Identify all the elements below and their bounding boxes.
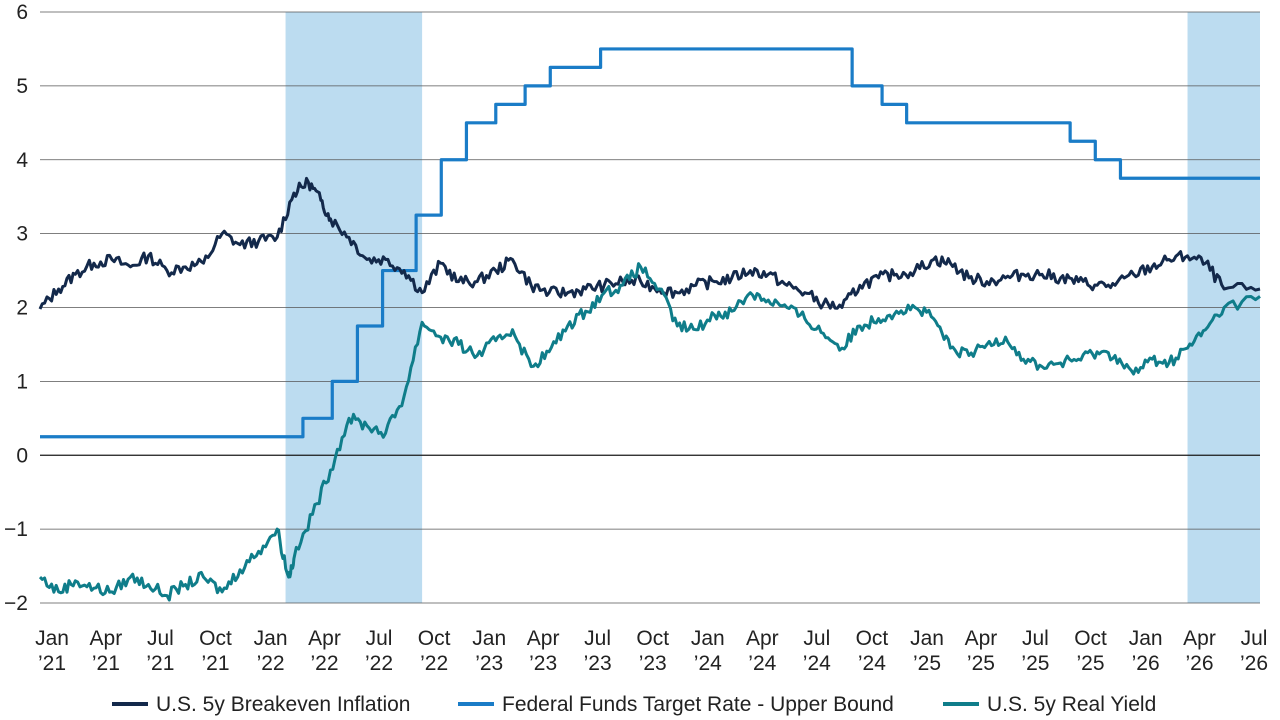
x-tick-label-year: ’22: [257, 652, 285, 675]
x-tick-label-month: Jul: [147, 627, 174, 650]
x-tick-label-year: ’26: [1132, 652, 1160, 675]
y-tick-label: 2: [16, 297, 28, 320]
x-axis-ticks: Jan’21Apr’21Jul’21Oct’21Jan’22Apr’22Jul’…: [35, 627, 1268, 675]
y-tick-label: 6: [16, 1, 28, 24]
x-tick-label-month: Apr: [90, 627, 123, 650]
y-tick-label: 4: [16, 149, 28, 172]
legend-label-1: Federal Funds Target Rate - Upper Bound: [502, 693, 894, 716]
x-tick-label-year: ’21: [92, 652, 120, 675]
x-tick-label-month: Oct: [418, 627, 451, 650]
x-tick-label-year: ’24: [803, 652, 831, 675]
x-tick-label-year: ’22: [420, 652, 448, 675]
legend-label-2: U.S. 5y Real Yield: [987, 693, 1156, 716]
x-tick-label-month: Oct: [636, 627, 669, 650]
x-tick-label-month: Apr: [746, 627, 779, 650]
x-tick-label-year: ’25: [967, 652, 995, 675]
series-line-2: [38, 262, 1261, 602]
x-tick-label-month: Apr: [1183, 627, 1216, 650]
x-tick-label-year: ’21: [146, 652, 174, 675]
x-tick-label-month: Jan: [1129, 627, 1163, 650]
x-tick-label-year: ’22: [310, 652, 338, 675]
gridlines: [40, 11, 1260, 604]
x-tick-label-month: Oct: [856, 627, 889, 650]
x-tick-label-month: Jan: [254, 627, 288, 650]
x-tick-label-month: Jul: [803, 627, 830, 650]
x-tick-label-year: ’23: [475, 652, 503, 675]
x-tick-label-year: ’23: [584, 652, 612, 675]
legend: U.S. 5y Breakeven Inflation Federal Funds…: [112, 693, 1156, 716]
x-tick-label-year: ’25: [1021, 652, 1049, 675]
x-tick-label-year: ’22: [365, 652, 393, 675]
x-tick-label-year: ’26: [1186, 652, 1214, 675]
x-tick-label-month: Jul: [1241, 627, 1268, 650]
x-tick-label-month: Jan: [35, 627, 69, 650]
x-tick-label-month: Jul: [1022, 627, 1049, 650]
y-tick-label: 0: [16, 444, 28, 467]
x-tick-label-month: Jan: [691, 627, 725, 650]
x-tick-label-month: Apr: [527, 627, 560, 650]
legend-label-0: U.S. 5y Breakeven Inflation: [156, 693, 410, 716]
x-tick-label-month: Oct: [199, 627, 232, 650]
x-tick-label-year: ’24: [858, 652, 886, 675]
y-tick-label: 5: [16, 75, 28, 98]
x-tick-label-month: Jan: [472, 627, 506, 650]
x-tick-label-year: ’24: [694, 652, 722, 675]
x-tick-label-year: ’24: [748, 652, 776, 675]
y-tick-label: −1: [4, 518, 28, 541]
x-tick-label-year: ’21: [38, 652, 66, 675]
x-tick-label-month: Oct: [1074, 627, 1107, 650]
x-tick-label-year: ’25: [1077, 652, 1105, 675]
y-tick-label: 3: [16, 223, 28, 246]
x-tick-label-year: ’21: [201, 652, 229, 675]
x-tick-label-month: Jan: [910, 627, 944, 650]
y-axis-ticks: 6 5 4 3 2 1 0 −1 −2: [4, 1, 28, 615]
x-tick-label-month: Jul: [366, 627, 393, 650]
x-tick-label-month: Apr: [965, 627, 998, 650]
series-line-0: [38, 176, 1261, 310]
y-tick-label: −2: [4, 592, 28, 615]
x-tick-label-year: ’25: [913, 652, 941, 675]
series-lines: [38, 47, 1261, 602]
x-tick-label-month: Apr: [308, 627, 341, 650]
x-tick-label-year: ’23: [529, 652, 557, 675]
x-tick-label-year: ’23: [639, 652, 667, 675]
x-tick-label-year: ’26: [1240, 652, 1268, 675]
y-tick-label: 1: [16, 370, 28, 393]
series-line-1: [40, 47, 1260, 439]
x-tick-label-month: Jul: [584, 627, 611, 650]
